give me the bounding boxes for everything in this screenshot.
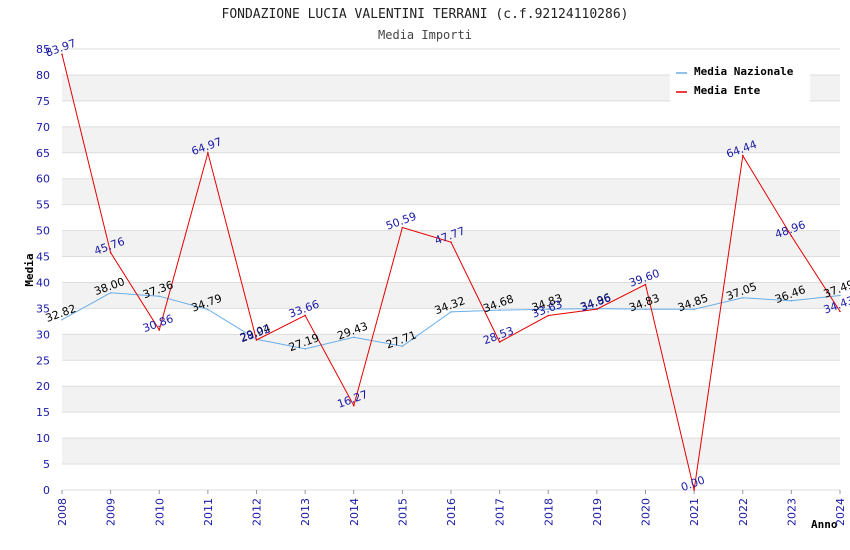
data-point: [839, 294, 841, 297]
data-point: [207, 308, 209, 311]
x-tick-label: 2018: [542, 498, 555, 526]
y-tick-label: 30: [36, 328, 50, 341]
data-point: [693, 308, 695, 310]
data-point: [498, 309, 501, 311]
y-tick-label: 75: [36, 95, 50, 108]
grid-band: [62, 152, 840, 179]
grid-band: [62, 126, 840, 153]
y-axis-label: Media: [23, 253, 36, 286]
data-point: [304, 314, 306, 317]
x-tick-label: 2019: [591, 498, 604, 526]
data-point: [158, 329, 161, 331]
x-tick-label: 2021: [688, 498, 701, 526]
data-point: [401, 345, 404, 348]
data-point: [61, 318, 63, 321]
y-tick-label: 50: [36, 225, 50, 238]
grid-bands: [62, 49, 840, 490]
y-tick-label: 60: [36, 173, 50, 186]
y-tick-label: 5: [43, 458, 50, 471]
data-point: [352, 404, 355, 407]
data-point: [109, 251, 112, 254]
y-tick-label: 65: [36, 147, 50, 160]
data-point: [255, 339, 258, 341]
legend-label-media-ente: Media Ente: [694, 84, 761, 97]
grid-band: [62, 438, 840, 465]
data-point: [790, 235, 793, 237]
grid-band: [62, 412, 840, 439]
x-axis-label: Anno: [811, 518, 838, 531]
x-tick-label: 2023: [785, 498, 798, 526]
x-axis-ticks: 2008 2009 2010 2011 2012 2013 2014 2015 2016 2017…: [56, 490, 847, 526]
x-tick-label: 2024: [834, 498, 847, 526]
data-point: [790, 300, 793, 302]
data-point: [450, 241, 452, 243]
y-tick-label: 25: [36, 354, 50, 367]
data-point: [693, 489, 695, 491]
data-point: [61, 53, 63, 56]
data-point: [644, 283, 647, 286]
grid-band: [62, 282, 840, 309]
data-point: [207, 152, 209, 154]
x-tick-label: 2016: [445, 498, 458, 526]
x-tick-label: 2020: [640, 498, 653, 526]
data-point: [741, 154, 744, 157]
y-tick-label: 40: [36, 276, 50, 289]
y-tick-label: 45: [36, 251, 50, 264]
x-tick-label: 2022: [737, 498, 750, 526]
data-point: [596, 308, 598, 310]
grid-band: [62, 464, 840, 490]
data-point: [839, 310, 841, 313]
x-tick-label: 2008: [56, 498, 69, 526]
data-point: [498, 341, 501, 343]
data-point: [304, 348, 306, 350]
data-point: [158, 295, 161, 297]
chart-subtitle: Media Importi: [378, 28, 472, 42]
chart-title: FONDAZIONE LUCIA VALENTINI TERRANI (c.f.…: [222, 7, 629, 22]
y-tick-label: 0: [43, 484, 50, 497]
data-point: [547, 314, 550, 317]
y-tick-label: 85: [36, 43, 50, 56]
legend: Media Nazionale Media Ente: [670, 60, 810, 102]
grid-band: [62, 386, 840, 413]
y-tick-label: 70: [36, 121, 50, 134]
y-tick-label: 80: [36, 69, 50, 82]
grid-lines: [62, 48, 840, 491]
data-point: [644, 308, 647, 311]
grid-band: [62, 100, 840, 127]
data-point: [741, 296, 744, 299]
x-tick-label: 2009: [105, 498, 118, 526]
x-tick-label: 2010: [153, 498, 166, 526]
data-point: [450, 311, 452, 313]
data-point: [109, 292, 112, 294]
x-tick-label: 2011: [202, 498, 215, 526]
y-tick-label: 10: [36, 432, 50, 445]
grid-band: [62, 360, 840, 387]
y-tick-label: 35: [36, 302, 50, 315]
legend-label-media-nazionale: Media Nazionale: [694, 65, 794, 78]
x-tick-label: 2015: [396, 498, 409, 526]
x-tick-label: 2013: [299, 498, 312, 526]
data-point: [547, 308, 550, 311]
series-lines: [61, 53, 841, 491]
x-tick-label: 2017: [494, 498, 507, 526]
grid-band: [62, 230, 840, 257]
y-tick-label: 15: [36, 406, 50, 419]
grid-band: [62, 334, 840, 361]
x-tick-label: 2012: [251, 498, 264, 526]
y-axis-ticks: 0 5 10 15 20 25 30 35 40 45 50 55 60 65 70 75 80 85: [36, 43, 50, 497]
legend-box: [670, 60, 810, 102]
x-tick-label: 2014: [348, 498, 361, 526]
data-point: [401, 226, 404, 229]
y-tick-label: 20: [36, 380, 50, 393]
y-tick-label: 55: [36, 199, 50, 212]
grid-band: [62, 256, 840, 283]
data-point: [352, 336, 355, 339]
grid-band: [62, 204, 840, 231]
grid-band: [62, 178, 840, 205]
